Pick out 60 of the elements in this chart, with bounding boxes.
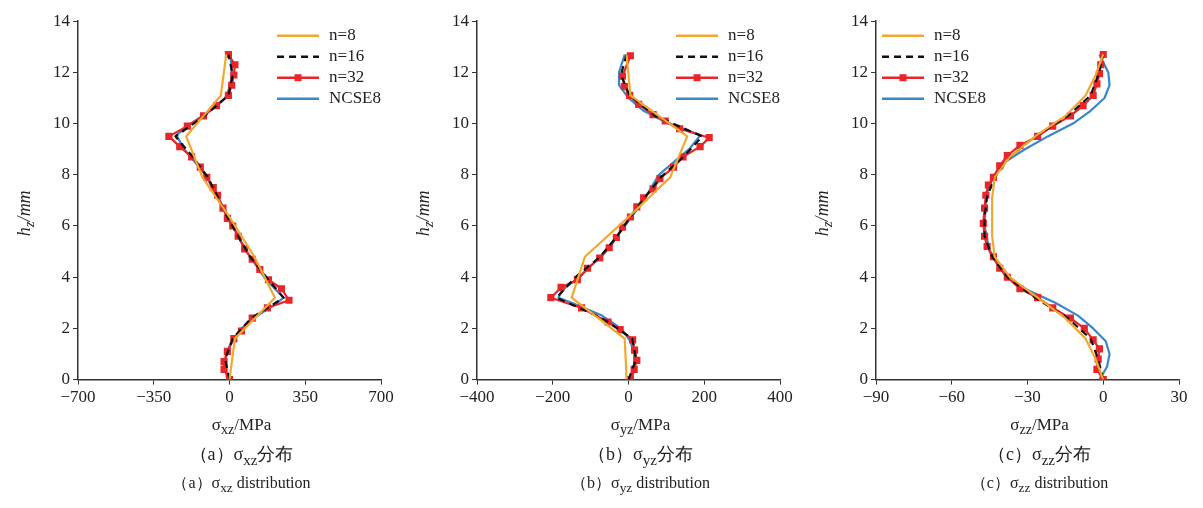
text: （b）σ$_{yz}$分布 (587, 443, 694, 469)
legend-label: n=32 (728, 67, 764, 87)
legend-label: NCSE8 (329, 88, 382, 108)
x-tick-label: −350 (136, 387, 172, 407)
y-tick-label: 8 (61, 164, 70, 184)
y-tick-label: 2 (61, 317, 70, 337)
text: （c）σ$_{zz}$分布 (987, 443, 1092, 469)
x-tick-label: 0 (225, 387, 234, 407)
x-tick-label: −400 (459, 387, 495, 407)
y-tick-label: 6 (460, 215, 469, 235)
y-tick-label: 10 (851, 113, 868, 133)
text: （b）σ$_{yz}$ distribution (570, 473, 711, 497)
legend-label: n=8 (728, 25, 755, 45)
x-axis-title: σ$_{yz}$/MPa (609, 415, 672, 439)
y-tick-label: 14 (851, 10, 869, 30)
text: （a）σ$_{xz}$ distribution (171, 473, 312, 497)
y-tick-label: 6 (859, 215, 868, 235)
y-tick-label: 8 (859, 164, 868, 184)
legend-label: n=16 (934, 46, 970, 66)
y-tick-label: 2 (859, 317, 868, 337)
x-tick-label: 0 (1099, 387, 1108, 407)
x-tick-label: −60 (938, 387, 966, 407)
y-tick-label: 10 (452, 113, 469, 133)
legend-label: n=16 (728, 46, 764, 66)
y-tick-label: 0 (61, 369, 70, 389)
text: （a）σ$_{xz}$分布 (188, 443, 295, 469)
y-tick-label: 2 (460, 317, 469, 337)
y-tick-label: 4 (61, 266, 71, 286)
y-tick-label: 8 (460, 164, 469, 184)
x-tick-label: −200 (535, 387, 571, 407)
y-tick-label: 12 (452, 61, 469, 81)
legend-label: n=8 (934, 25, 961, 45)
x-tick-label: 700 (368, 387, 394, 407)
y-tick-label: 10 (53, 113, 70, 133)
x-tick-label: −90 (862, 387, 890, 407)
legend-label: NCSE8 (934, 88, 986, 108)
x-axis-title: σ$_{zz}$/MPa (1009, 415, 1070, 439)
legend-label: n=32 (934, 67, 970, 87)
y-tick-label: 12 (851, 61, 868, 81)
x-tick-label: 400 (767, 387, 793, 407)
y-tick-label: 0 (460, 369, 469, 389)
y-tick-label: 6 (61, 215, 70, 235)
y-tick-label: 14 (452, 10, 470, 30)
legend-label: NCSE8 (728, 88, 781, 108)
legend-label: n=8 (329, 25, 356, 45)
y-tick-label: 12 (53, 61, 70, 81)
y-tick-label: 4 (460, 266, 470, 286)
text: （c）σ$_{zz}$ distribution (969, 473, 1110, 497)
x-tick-label: −700 (60, 387, 96, 407)
y-tick-label: 0 (859, 369, 868, 389)
legend-label: n=16 (329, 46, 365, 66)
y-tick-label: 4 (859, 266, 869, 286)
legend-label: n=32 (329, 67, 365, 87)
x-tick-label: −30 (1014, 387, 1041, 407)
y-tick-label: 14 (53, 10, 71, 30)
x-tick-label: 350 (292, 387, 318, 407)
x-tick-label: 0 (624, 387, 633, 407)
x-tick-label: 200 (691, 387, 717, 407)
x-axis-title: σ$_{xz}$/MPa (210, 415, 273, 439)
x-tick-label: 30 (1170, 387, 1188, 407)
